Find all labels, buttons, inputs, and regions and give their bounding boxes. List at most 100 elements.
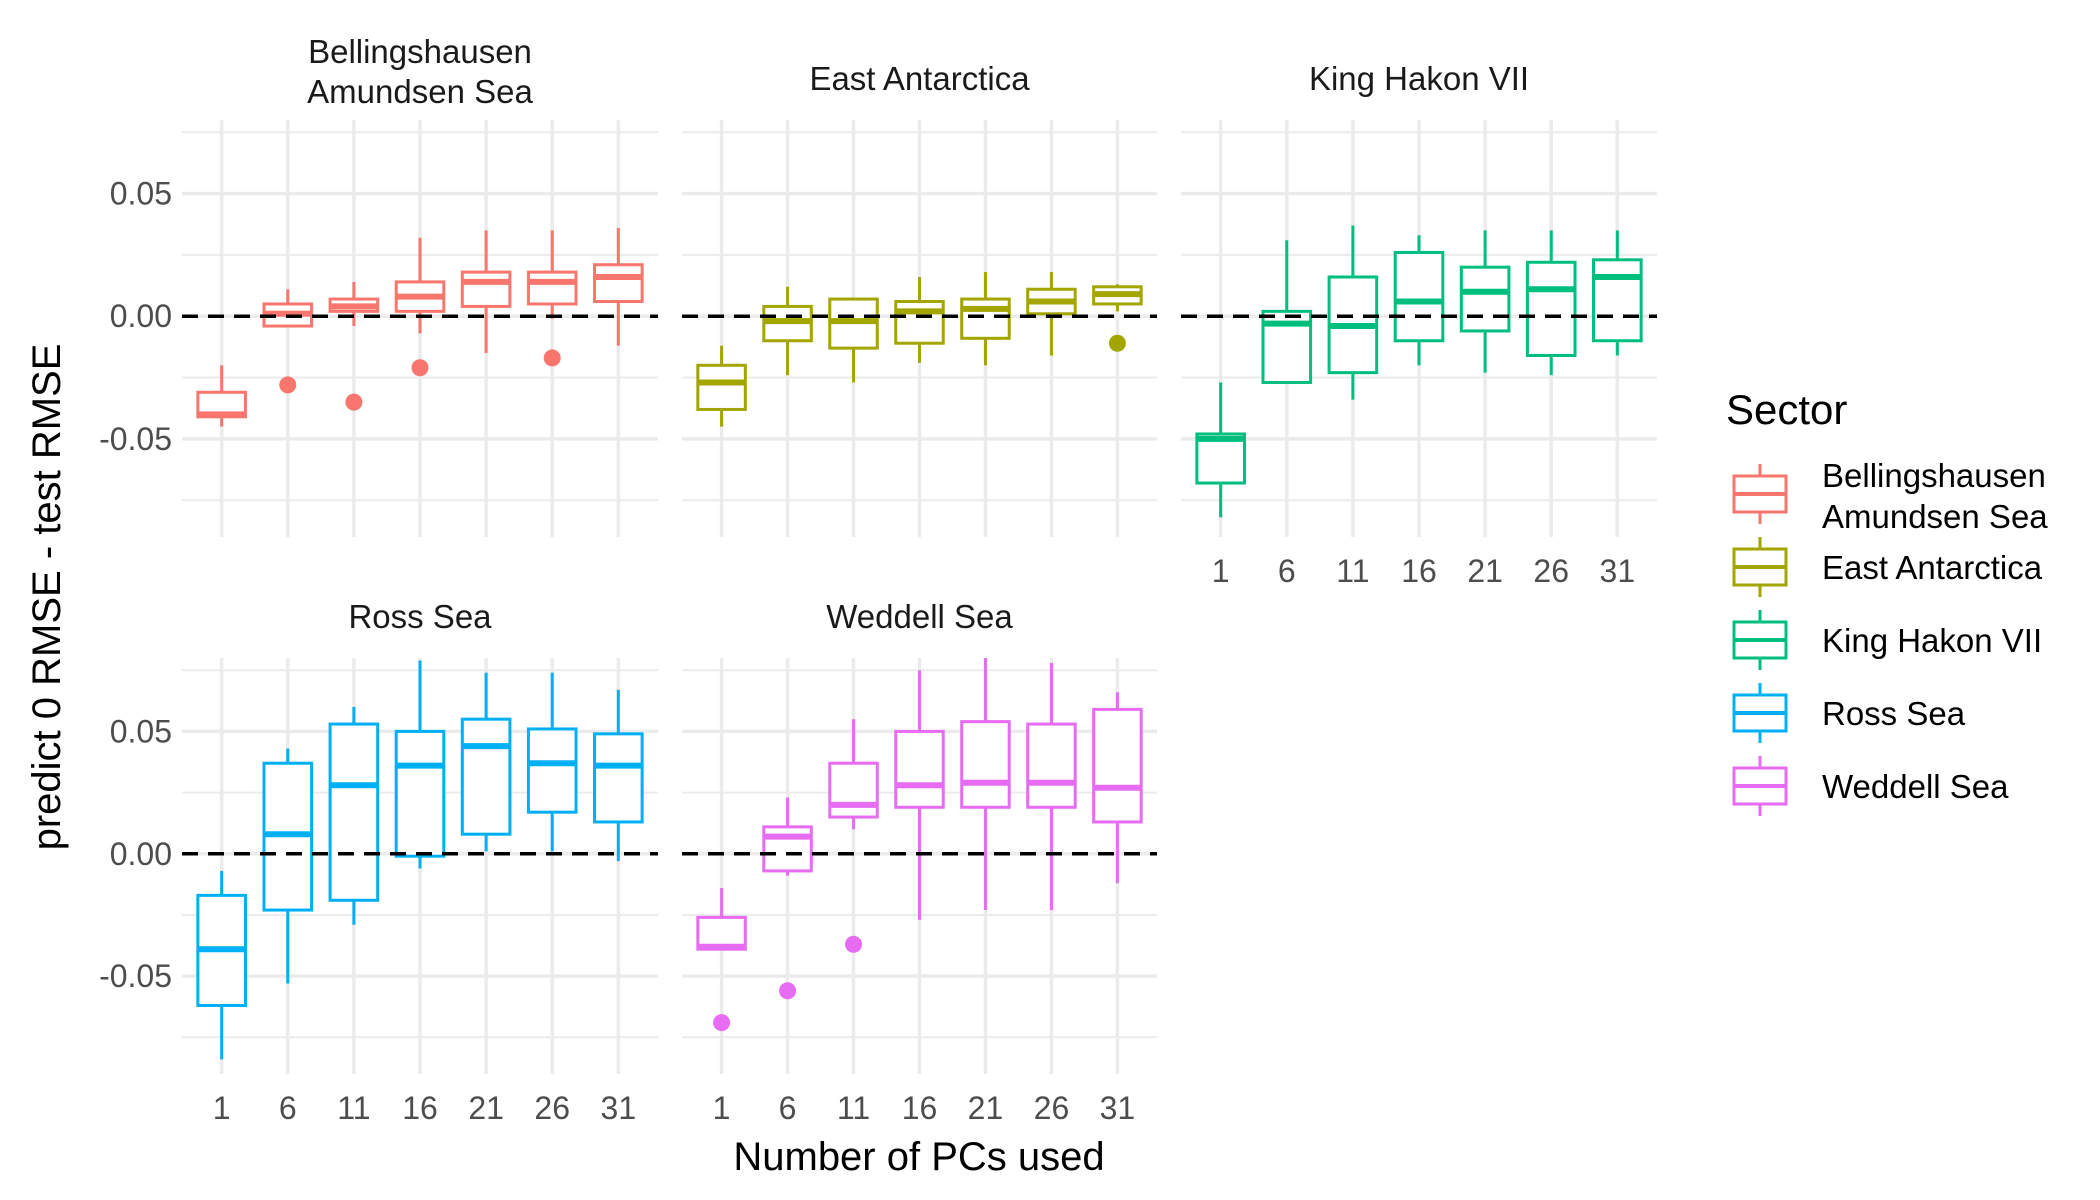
box-iqr xyxy=(394,729,446,858)
y-tick-label: 0.05 xyxy=(110,713,172,749)
x-tick-label: 31 xyxy=(601,1090,637,1126)
y-tick-label: -0.05 xyxy=(99,958,172,994)
boxplot-box xyxy=(894,276,945,363)
boxplot-box xyxy=(960,272,1011,366)
x-tick-label: 1 xyxy=(713,1090,731,1126)
box-iqr xyxy=(593,263,644,304)
boxplot-box xyxy=(762,797,813,1000)
outlier-point xyxy=(713,1014,731,1032)
legend-label: Amundsen Sea xyxy=(1822,498,2048,535)
legend-item: Ross Sea xyxy=(1732,683,1966,743)
boxplot-box xyxy=(1092,692,1143,884)
x-tick-label: 6 xyxy=(279,1090,297,1126)
x-tick-label: 31 xyxy=(1100,1090,1136,1126)
outlier-point xyxy=(845,935,863,953)
x-axis-title: Number of PCs used xyxy=(733,1135,1104,1179)
facet-title: King Hakon VII xyxy=(1309,60,1529,97)
boxplot-box xyxy=(1026,662,1077,911)
box-iqr xyxy=(526,727,578,814)
boxplot-box xyxy=(960,658,1011,911)
box-iqr xyxy=(460,270,512,308)
facet-title: Amundsen Sea xyxy=(307,73,533,110)
facet-panel: East Antarctica xyxy=(682,60,1157,537)
x-tick-label: 11 xyxy=(837,1090,870,1126)
boxplot-box xyxy=(1026,272,1077,356)
box-iqr xyxy=(894,300,945,345)
boxplot-box xyxy=(196,365,247,427)
boxplot-box xyxy=(828,297,879,383)
outlier-point xyxy=(779,982,797,1000)
y-axis-title: predict 0 RMSE - test RMSE xyxy=(25,344,69,851)
boxplot-box xyxy=(1393,235,1445,366)
box-iqr xyxy=(1026,722,1077,809)
facet-title: Bellingshausen xyxy=(308,33,532,70)
boxplot-box xyxy=(894,670,945,920)
boxplot-box xyxy=(262,748,314,984)
boxplot-box xyxy=(1459,230,1511,373)
legend-title: Sector xyxy=(1726,386,1847,433)
outlier-point xyxy=(279,376,297,394)
box-iqr xyxy=(328,722,380,902)
boxplot-box xyxy=(696,345,747,427)
y-tick-label: 0.05 xyxy=(110,176,172,212)
box-iqr xyxy=(526,270,578,306)
x-tick-label: 31 xyxy=(1600,553,1636,589)
x-tick-label: 26 xyxy=(534,1090,570,1126)
facet-title: Weddell Sea xyxy=(826,598,1013,635)
x-tick-label: 6 xyxy=(1278,553,1296,589)
x-tick-label: 16 xyxy=(402,1090,438,1126)
legend-label: King Hakon VII xyxy=(1822,622,2042,659)
box-iqr xyxy=(593,732,644,824)
boxplot-box xyxy=(262,289,314,394)
y-tick-label: -0.05 xyxy=(99,421,172,457)
legend-label: Bellingshausen xyxy=(1822,457,2046,494)
boxplot-box xyxy=(1327,225,1379,400)
outlier-point xyxy=(411,359,429,377)
x-tick-label: 11 xyxy=(337,1090,370,1126)
box-iqr xyxy=(460,717,512,836)
x-tick-label: 21 xyxy=(968,1090,1004,1126)
outlier-point xyxy=(345,393,363,411)
box-iqr xyxy=(960,720,1011,809)
boxplot-box xyxy=(593,227,644,346)
box-iqr xyxy=(696,363,747,411)
box-iqr xyxy=(1393,250,1445,343)
x-tick-label: 26 xyxy=(1034,1090,1070,1126)
x-tick-label: 16 xyxy=(1401,553,1437,589)
boxplot-box xyxy=(526,230,578,367)
x-tick-label: 1 xyxy=(1212,553,1230,589)
boxplot-box xyxy=(196,870,247,1060)
legend: Sector Bellingshausen Amundsen Sea East Ant… xyxy=(1726,386,2048,816)
boxplot-box xyxy=(1261,240,1313,384)
box-iqr xyxy=(894,729,945,809)
boxplot-box xyxy=(696,888,747,1032)
outlier-point xyxy=(1108,334,1126,352)
boxplot-box xyxy=(394,237,446,377)
box-iqr xyxy=(960,297,1011,340)
boxplot-box xyxy=(328,706,380,925)
facet-panel: Ross Sea-0.050.000.051 6 11 16 21 26 31 xyxy=(99,598,658,1126)
boxplot-box xyxy=(526,672,578,852)
box-iqr xyxy=(1525,260,1577,357)
boxplot-box xyxy=(1592,230,1643,356)
boxplot-box xyxy=(1195,382,1246,518)
boxplot-box xyxy=(762,286,813,376)
boxplot-box xyxy=(460,230,512,354)
x-tick-label: 21 xyxy=(468,1090,504,1126)
facet-title: East Antarctica xyxy=(809,60,1030,97)
boxplot-box xyxy=(394,660,446,869)
x-tick-label: 26 xyxy=(1533,553,1569,589)
boxplot-box xyxy=(1525,230,1577,376)
box-iqr xyxy=(1459,265,1511,333)
box-iqr xyxy=(1195,432,1246,485)
legend-item: Weddell Sea xyxy=(1732,756,2009,816)
x-tick-label: 16 xyxy=(902,1090,938,1126)
outlier-point xyxy=(543,349,561,367)
box-iqr xyxy=(1592,258,1643,343)
x-tick-label: 21 xyxy=(1467,553,1503,589)
legend-label: Weddell Sea xyxy=(1822,768,2009,805)
legend-label: Ross Sea xyxy=(1822,695,1966,732)
